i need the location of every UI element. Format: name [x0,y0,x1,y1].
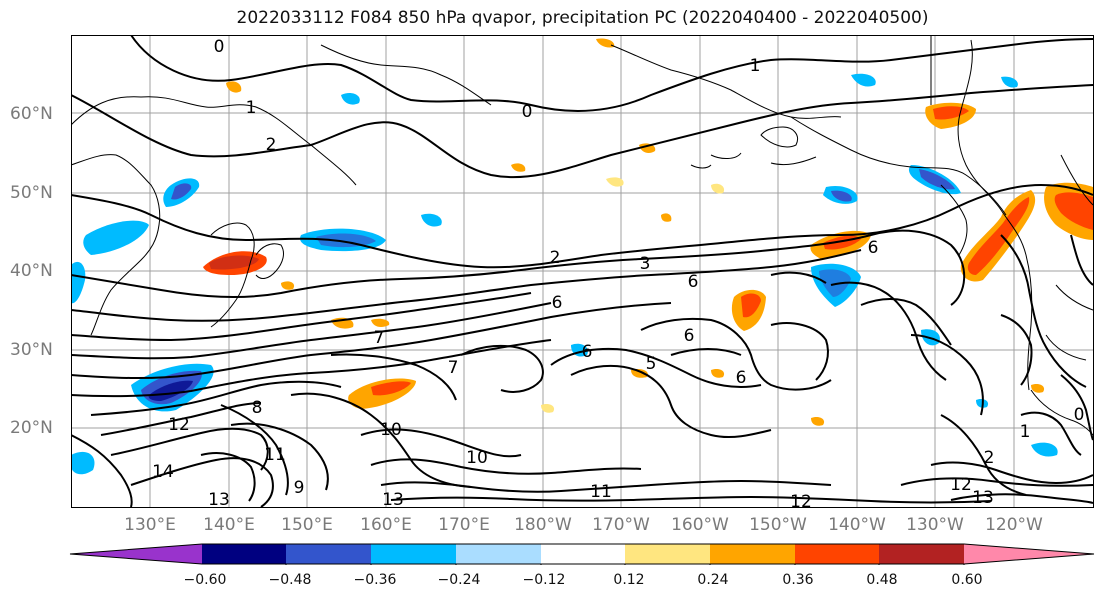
lon-label: 140°W [828,515,886,535]
contour-label: 13 [382,490,404,507]
map-panel: 0 1 0 1 2 2 3 6 6 6 6 5 7 7 8 9 10 10 11… [71,35,1093,507]
colorbar-segment [70,544,202,564]
lon-label: 160°E [360,515,412,535]
lon-label: 120°W [985,515,1043,535]
lon-label: 140°E [203,515,255,535]
precip-positive-shading [203,38,1093,426]
lat-label: 40°N [10,261,53,281]
colorbar-segment [541,544,625,564]
colorbar-tick-label: −0.60 [183,572,227,588]
lat-label: 20°N [10,418,53,438]
lat-label: 60°N [10,104,53,124]
colorbar-tick-label: 0.24 [697,572,729,588]
contour-label: 12 [950,475,972,495]
lon-label: 150°W [749,515,807,535]
lat-label: 30°N [10,340,53,360]
contour-label: 11 [264,445,286,465]
lon-label: 130°E [124,515,176,535]
contour-label: 1 [750,56,761,76]
colorbar-segment [456,544,541,564]
coastlines [71,35,1093,436]
contour-label: 6 [582,342,593,362]
map-canvas: 0 1 0 1 2 2 3 6 6 6 6 5 7 7 8 9 10 10 11… [71,35,1093,507]
contour-label: 14 [152,462,174,482]
contour-label: 6 [684,326,695,346]
contour-label: 13 [972,488,994,507]
colorbar [69,543,1095,565]
contour-labels: 0 1 0 1 2 2 3 6 6 6 6 5 7 7 8 9 10 10 11… [152,37,1084,507]
colorbar-segment [879,544,964,564]
lon-label: 170°W [592,515,650,535]
contour-label: 11 [590,482,612,502]
colorbar-tick-label: 0.12 [613,572,645,588]
qvapor-contours [71,35,1093,507]
colorbar-segment [286,544,371,564]
colorbar-segment [625,544,710,564]
contour-label: 10 [380,420,402,440]
colorbar-tick-label: 0.48 [866,572,898,588]
lon-label: 180°W [514,515,572,535]
contour-label: 2 [984,448,995,468]
map-title: 2022033112 F084 850 hPa qvapor, precipit… [236,8,929,28]
contour-label: 5 [646,354,657,374]
colorbar-tick-label: −0.48 [268,572,312,588]
contour-label: 13 [208,490,230,507]
contour-label: 7 [374,328,385,348]
contour-label: 6 [552,293,563,313]
colorbar-tick-label: −0.36 [353,572,397,588]
contour-label: 1 [1020,422,1031,442]
lon-label: 150°E [281,515,333,535]
colorbar-tick-label: 0.36 [782,572,814,588]
contour-label: 7 [448,358,459,378]
lon-label: 170°E [438,515,490,535]
contour-label: 6 [868,238,879,258]
contour-label: 2 [550,248,561,268]
contour-label: 8 [252,398,263,418]
contour-label: 12 [790,492,812,507]
contour-label: 6 [736,368,747,388]
colorbar-segment [710,544,795,564]
colorbar-segment [795,544,879,564]
colorbar-segment [371,544,456,564]
contour-label: 0 [522,102,533,122]
colorbar-tick-label: −0.12 [522,572,566,588]
contour-label: 0 [1074,405,1085,425]
colorbar-segment [964,544,1094,564]
colorbar-tick-label: −0.24 [437,572,481,588]
contour-label: 6 [688,272,699,292]
lat-label: 50°N [10,183,53,203]
contour-label: 2 [266,135,277,155]
lon-label: 130°W [906,515,964,535]
contour-label: 1 [246,98,257,118]
contour-label: 0 [214,37,225,57]
colorbar-tick-label: 0.60 [951,572,983,588]
contour-label: 3 [640,254,651,274]
colorbar-segment [202,544,286,564]
lon-label: 160°W [671,515,729,535]
contour-label: 12 [168,415,190,435]
contour-label: 9 [294,478,305,498]
contour-label: 10 [466,448,488,468]
